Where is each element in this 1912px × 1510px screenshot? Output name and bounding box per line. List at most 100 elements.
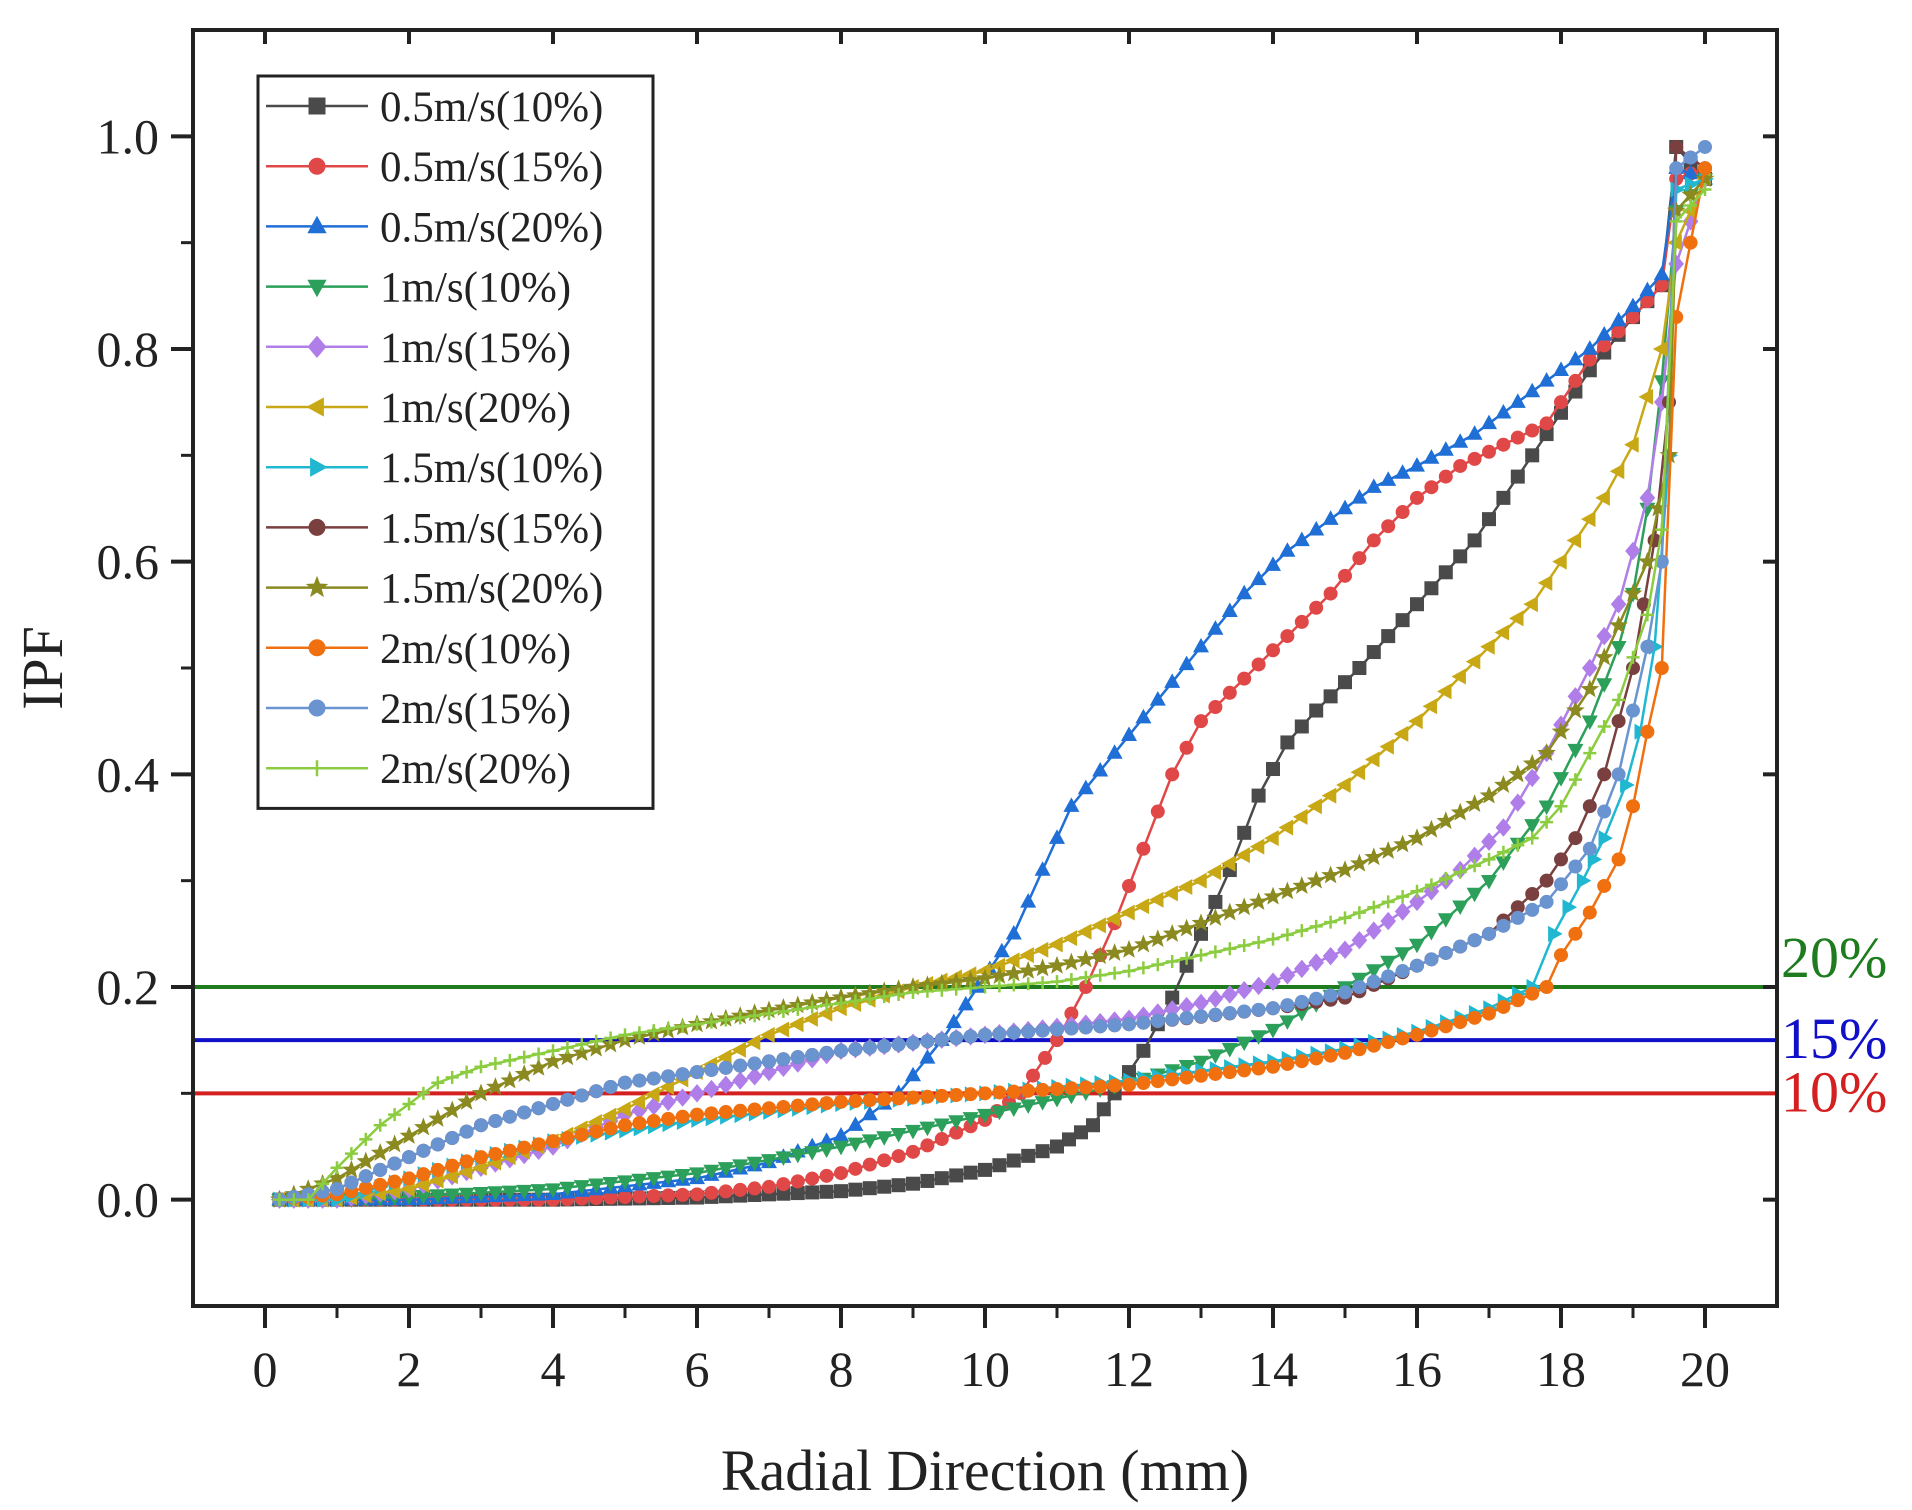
data-point [862, 1093, 877, 1108]
data-point [428, 1108, 448, 1127]
data-point [517, 1105, 532, 1120]
data-point [1150, 1074, 1165, 1089]
data-point [572, 1043, 592, 1061]
data-point [1495, 818, 1512, 837]
data-point [1452, 900, 1469, 916]
data-point [790, 1050, 805, 1065]
data-point [1596, 626, 1613, 646]
data-point [416, 1086, 430, 1100]
data-point [1551, 721, 1571, 740]
data-point [718, 1105, 733, 1120]
data-point [618, 1075, 632, 1090]
data-point [704, 1185, 719, 1200]
data-point [1294, 614, 1309, 629]
data-point [429, 1189, 446, 1204]
data-point [731, 1041, 746, 1058]
data-point [1624, 436, 1639, 453]
data-point [746, 1067, 763, 1086]
data-point [934, 1132, 949, 1147]
legend-label: 1.5m/s(10%) [380, 445, 603, 492]
data-point [558, 1047, 577, 1066]
data-point [949, 1168, 964, 1183]
data-point [1611, 852, 1626, 867]
data-point [805, 1097, 820, 1112]
data-point [1351, 972, 1368, 988]
data-point [1522, 753, 1542, 772]
data-point [1091, 917, 1106, 934]
x-tick-label: 16 [1392, 1341, 1442, 1397]
data-point [1208, 1007, 1223, 1022]
data-point [1251, 788, 1266, 803]
data-point [344, 1147, 358, 1161]
data-point [1669, 161, 1684, 176]
data-point [1479, 785, 1499, 804]
data-point [632, 1189, 647, 1204]
data-point [445, 1070, 459, 1084]
data-point [1265, 972, 1281, 991]
data-point [690, 1065, 704, 1080]
data-point [820, 998, 834, 1012]
data-point [1208, 894, 1223, 909]
legend-marker [307, 335, 327, 358]
data-point [775, 1151, 792, 1166]
data-point [1525, 886, 1540, 901]
data-point [1165, 954, 1179, 968]
x-axis-title: Radial Direction (mm) [721, 1438, 1249, 1503]
data-point [1338, 985, 1352, 1000]
data-point [1036, 976, 1050, 990]
data-point [632, 1073, 647, 1088]
data-point [1136, 1076, 1151, 1091]
data-point [1236, 980, 1253, 1000]
data-point [906, 985, 920, 999]
data-point [1538, 372, 1555, 387]
data-point [486, 1077, 505, 1095]
data-point [1150, 1014, 1165, 1029]
data-point [1540, 815, 1554, 829]
legend-marker [308, 639, 326, 657]
data-point [1280, 735, 1295, 750]
data-point [589, 1084, 604, 1099]
data-point [474, 1118, 488, 1133]
data-point [1609, 463, 1625, 480]
data-point [1423, 926, 1440, 941]
data-point [1626, 650, 1640, 664]
data-point [978, 980, 992, 994]
legend-label: 1.5m/s(20%) [380, 566, 603, 613]
data-point [1366, 645, 1381, 660]
data-point [1021, 1148, 1036, 1163]
data-point [920, 1089, 935, 1104]
data-point [646, 1188, 661, 1203]
legend-marker [308, 518, 326, 536]
data-point [1626, 703, 1640, 718]
data-point [703, 1079, 720, 1099]
data-point [862, 1157, 877, 1172]
data-point [920, 1173, 935, 1188]
reference-label-10pct: 10% [1781, 1059, 1887, 1124]
data-point [1568, 831, 1583, 846]
x-tick-label: 4 [541, 1341, 566, 1397]
data-point [1222, 1065, 1237, 1080]
legend-marker [307, 215, 327, 234]
data-point [1352, 661, 1367, 675]
data-point [1308, 520, 1325, 536]
data-point [358, 1169, 373, 1184]
data-point [1307, 798, 1322, 815]
data-point [1078, 1080, 1093, 1095]
data-point [1524, 819, 1541, 834]
data-point [1610, 641, 1627, 656]
data-point [1381, 519, 1396, 534]
data-point [675, 1187, 690, 1202]
data-point [963, 1029, 978, 1044]
data-point [1294, 719, 1309, 734]
data-point [732, 1071, 749, 1090]
data-point [760, 1026, 775, 1043]
data-point [1336, 776, 1351, 793]
data-point [1653, 265, 1670, 281]
data-point [1682, 164, 1699, 180]
data-point [834, 1094, 848, 1109]
legend-item: 1m/s(10%) [266, 265, 571, 312]
data-point [733, 1103, 748, 1118]
data-point [805, 1000, 819, 1014]
data-point [1580, 511, 1596, 528]
data-point [1410, 597, 1424, 612]
